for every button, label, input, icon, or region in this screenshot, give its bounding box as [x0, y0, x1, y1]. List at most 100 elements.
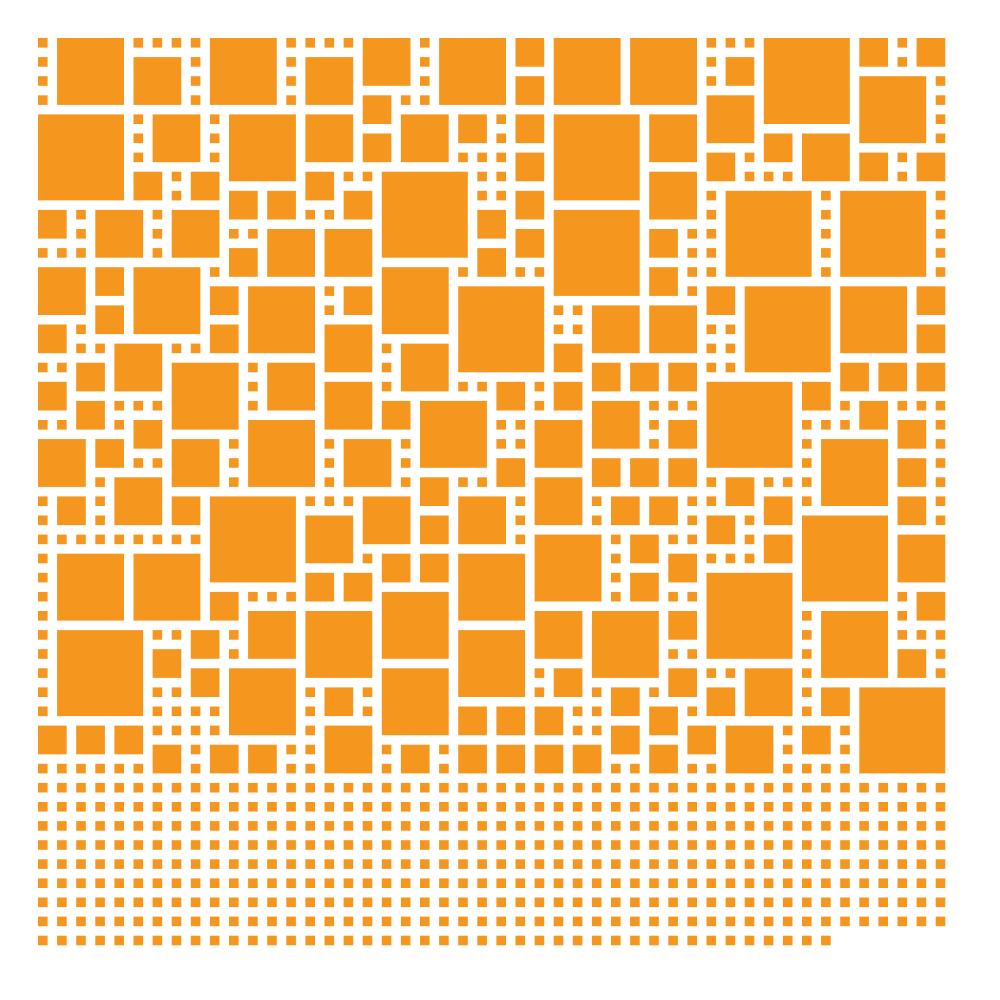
square	[362, 782, 373, 793]
square	[706, 515, 736, 545]
square	[477, 821, 487, 831]
square	[171, 343, 182, 354]
square	[935, 439, 946, 449]
square	[534, 782, 545, 793]
square	[114, 534, 124, 545]
square	[190, 706, 201, 717]
square	[897, 611, 908, 621]
square	[935, 782, 946, 793]
square	[152, 458, 163, 468]
square	[381, 400, 411, 430]
square	[496, 821, 506, 831]
square	[114, 343, 163, 392]
square	[38, 935, 48, 946]
square	[305, 611, 373, 678]
square	[152, 916, 163, 927]
square	[897, 38, 908, 48]
square	[725, 668, 736, 678]
square	[763, 878, 774, 888]
square	[381, 916, 392, 927]
square	[458, 381, 468, 392]
square	[420, 95, 430, 105]
square	[305, 706, 315, 717]
square	[190, 763, 201, 774]
square	[209, 267, 220, 277]
square	[821, 782, 831, 793]
square	[878, 878, 888, 888]
square	[305, 935, 315, 946]
square	[362, 916, 373, 927]
square	[343, 496, 354, 506]
square	[171, 802, 182, 812]
square	[744, 782, 755, 793]
square	[209, 133, 220, 144]
square	[38, 611, 48, 621]
square	[152, 630, 163, 640]
square	[515, 420, 526, 430]
square	[782, 821, 793, 831]
square	[458, 859, 468, 869]
square	[190, 57, 201, 67]
square	[763, 782, 774, 793]
square	[38, 209, 67, 239]
square	[897, 897, 908, 908]
square	[305, 687, 315, 697]
square	[706, 76, 717, 86]
square	[725, 821, 736, 831]
square	[802, 477, 812, 487]
square	[591, 878, 602, 888]
square	[649, 229, 678, 258]
square	[821, 611, 888, 678]
square	[38, 572, 48, 583]
square	[362, 95, 392, 124]
square	[706, 897, 717, 908]
square	[305, 821, 315, 831]
square	[324, 687, 354, 717]
square	[611, 553, 621, 564]
square	[802, 706, 812, 717]
square	[458, 152, 468, 163]
square	[821, 267, 831, 277]
square	[229, 458, 239, 468]
square	[515, 229, 545, 258]
square	[859, 152, 888, 182]
square	[420, 76, 430, 86]
square	[229, 916, 239, 927]
square	[38, 362, 48, 373]
square	[897, 534, 946, 583]
square	[458, 935, 468, 946]
square	[381, 591, 449, 659]
square	[591, 840, 602, 850]
square	[668, 782, 678, 793]
square	[95, 343, 105, 354]
square	[744, 859, 755, 869]
square	[152, 38, 163, 48]
square	[630, 878, 640, 888]
square	[534, 267, 545, 277]
square	[649, 706, 678, 736]
square	[649, 439, 659, 449]
square	[209, 802, 220, 812]
square	[420, 935, 430, 946]
square	[782, 840, 793, 850]
square	[935, 209, 946, 220]
square	[572, 821, 583, 831]
square	[725, 38, 736, 48]
square	[324, 859, 335, 869]
square	[38, 859, 48, 869]
square	[763, 496, 793, 526]
square	[515, 859, 526, 869]
square	[133, 878, 144, 888]
square	[706, 477, 717, 487]
square	[802, 859, 812, 869]
square	[840, 782, 850, 793]
square	[57, 802, 67, 812]
square	[687, 267, 697, 277]
square	[171, 439, 220, 487]
square	[802, 611, 812, 621]
square	[324, 821, 335, 831]
square	[744, 286, 831, 373]
square	[190, 878, 201, 888]
square	[400, 840, 411, 850]
